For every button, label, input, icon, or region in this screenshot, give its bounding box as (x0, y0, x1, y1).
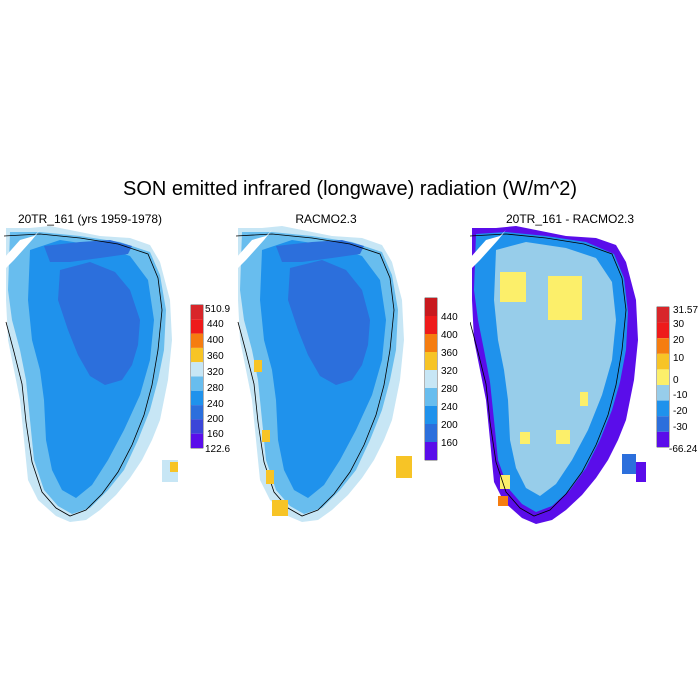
ice-sheet-north-core (44, 240, 132, 262)
panel-title-model: 20TR_161 (yrs 1959-1978) (17, 212, 163, 226)
cbar1-label: 160 (207, 429, 224, 440)
cbar1-label: 280 (207, 383, 224, 394)
cbar2-label: 400 (441, 330, 458, 341)
ice-sheet-core (58, 262, 140, 385)
cbar1-label: 240 (207, 399, 224, 410)
cbar3-label: 31.57 (673, 305, 698, 316)
map-panel-racmo (236, 226, 412, 522)
coastline (4, 233, 163, 517)
cbar1-label: 360 (207, 351, 224, 362)
cbar2-label: 360 (441, 348, 458, 359)
cbar1-label: 200 (207, 414, 224, 425)
cbar3-label: -10 (673, 390, 688, 401)
cbar2-label: 200 (441, 420, 458, 431)
cbar1-label: 320 (207, 367, 224, 378)
cbar2-label: 440 (441, 312, 458, 323)
cbar3-label: 0 (673, 375, 679, 386)
panel-title-racmo: RACMO2.3 (295, 212, 357, 226)
cbar3-label: 20 (673, 335, 685, 346)
cbar1-label: 440 (207, 319, 224, 330)
cbar1-label: 400 (207, 335, 224, 346)
cbar1-label: 510.9 (205, 304, 230, 315)
cbar2-label: 320 (441, 366, 458, 377)
cbar2-label: 160 (441, 438, 458, 449)
cbar3-label: -30 (673, 422, 688, 433)
fjord-patch (4, 230, 40, 270)
cbar3-label: -66.24 (669, 444, 698, 455)
colorbar-difference: 31.57 30 20 10 0 -10 -20 -30 -66.24 (656, 305, 698, 455)
colorbar-racmo: 440 400 360 320 280 240 200 160 (424, 297, 458, 461)
cbar3-label: 30 (673, 319, 685, 330)
panel-title-difference: 20TR_161 - RACMO2.3 (505, 212, 635, 226)
cbar3-label: 10 (673, 353, 685, 364)
cbar2-label: 240 (441, 402, 458, 413)
figure-title: SON emitted infrared (longwave) radiatio… (123, 178, 577, 200)
cbar3-label: -20 (673, 406, 688, 417)
map-panel-model (4, 226, 178, 522)
colorbar-model: 510.9 440 400 360 320 280 240 200 160 12… (190, 304, 230, 455)
cbar1-label: 122.6 (205, 444, 230, 455)
cbar2-label: 280 (441, 384, 458, 395)
map-panel-difference (470, 226, 646, 524)
